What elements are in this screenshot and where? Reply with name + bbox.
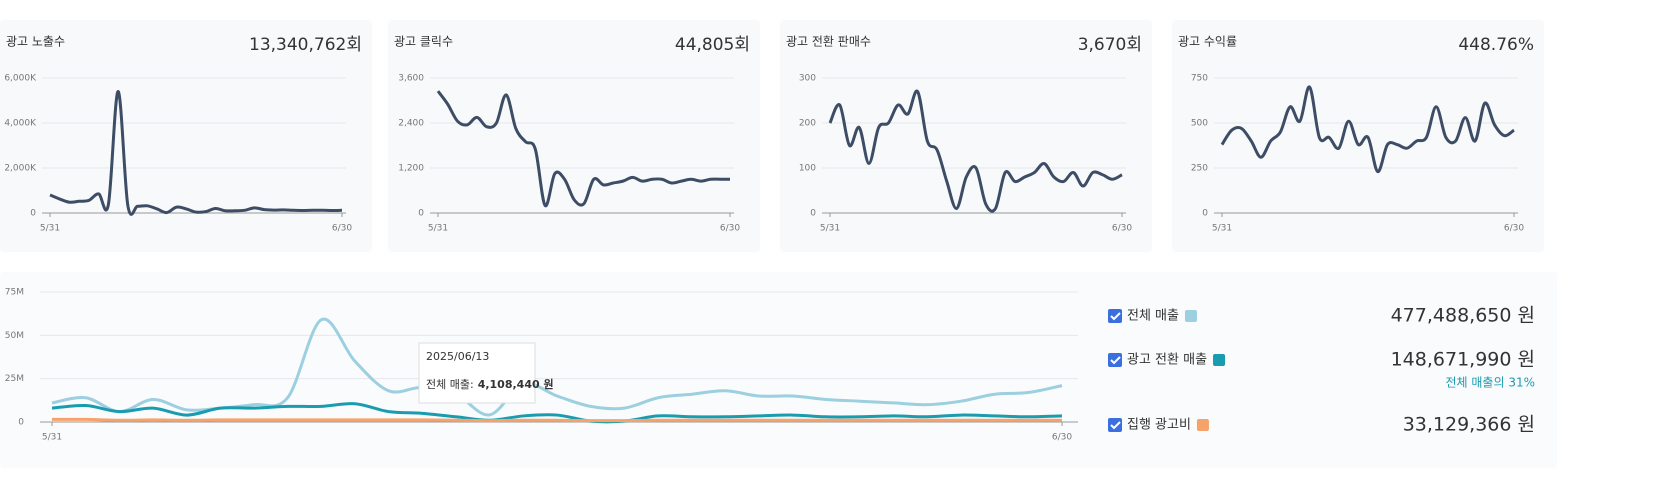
x-tick-label: 6/30 <box>1052 433 1072 443</box>
checkbox[interactable] <box>1108 418 1122 432</box>
y-tick-label: 1,200 <box>398 164 424 174</box>
card-title: 광고 전환 판매수 <box>786 35 871 49</box>
x-tick-label: 5/31 <box>1212 224 1232 234</box>
tooltip-value: 4,108,440 원 <box>478 377 554 391</box>
card-total: 3,670회 <box>1078 35 1142 55</box>
legend-swatch <box>1196 419 1209 431</box>
y-tick-label: 750 <box>1191 74 1208 84</box>
y-tick-label: 75M <box>5 288 24 298</box>
y-tick-label: 2,000K <box>4 164 37 174</box>
legend-name: 광고 전환 매출 <box>1127 353 1207 368</box>
line-series <box>828 89 1123 213</box>
check-mark <box>1110 312 1121 321</box>
legend-swatch <box>1184 310 1197 322</box>
card-title: 광고 수익률 <box>1178 35 1237 49</box>
x-tick-label: 6/30 <box>1504 224 1524 234</box>
y-tick-label: 200 <box>799 119 816 129</box>
line-series <box>51 402 1063 424</box>
y-tick-label: 3,600 <box>398 74 424 84</box>
y-tick-label: 25M <box>5 374 24 384</box>
x-tick-label: 5/31 <box>40 224 60 234</box>
y-tick-label: 4,000K <box>4 119 37 129</box>
checkbox[interactable] <box>1108 353 1122 367</box>
line-series <box>49 89 343 216</box>
y-tick-label: 250 <box>1191 164 1208 174</box>
y-tick-label: 50M <box>5 331 24 341</box>
x-tick-label: 6/30 <box>332 224 352 234</box>
checkbox[interactable] <box>1108 309 1122 323</box>
card-title: 광고 클릭수 <box>394 35 453 49</box>
line-series <box>436 90 730 208</box>
x-tick-label: 5/31 <box>820 224 840 234</box>
y-tick-label: 6,000K <box>4 74 37 84</box>
y-tick-label: 0 <box>30 209 36 219</box>
tooltip-label: 전체 매출: <box>426 378 474 391</box>
card-total: 448.76% <box>1458 35 1534 55</box>
legend-total: 477,488,650 원 <box>1391 305 1535 327</box>
tooltip-date: 2025/06/13 <box>426 350 489 363</box>
x-tick-label: 6/30 <box>1112 224 1132 234</box>
tooltip <box>418 342 536 404</box>
card-total: 44,805회 <box>675 35 750 55</box>
x-tick-label: 5/31 <box>428 224 448 234</box>
x-tick-label: 6/30 <box>720 224 740 234</box>
check-mark <box>1110 356 1121 365</box>
y-tick-label: 300 <box>799 74 816 84</box>
line-series <box>51 417 1062 423</box>
y-tick-label: 2,400 <box>398 119 424 129</box>
legend-swatch <box>1213 354 1226 366</box>
legend-total: 33,129,366 원 <box>1403 414 1535 436</box>
x-tick-label: 5/31 <box>42 433 62 443</box>
legend-name: 집행 광고비 <box>1127 417 1191 433</box>
y-tick-label: 0 <box>418 209 424 219</box>
legend-note: 전체 매출의 31% <box>1445 376 1535 390</box>
y-tick-label: 500 <box>1191 119 1208 129</box>
legend-name: 전체 매출 <box>1127 309 1179 324</box>
y-tick-label: 0 <box>18 418 24 428</box>
card-title: 광고 노출수 <box>6 35 65 49</box>
legend-total: 148,671,990 원 <box>1391 349 1535 371</box>
y-tick-label: 0 <box>1202 209 1208 219</box>
card-total: 13,340,762회 <box>249 35 362 55</box>
y-tick-label: 0 <box>810 209 816 219</box>
check-mark <box>1110 421 1121 430</box>
y-tick-label: 100 <box>799 164 816 174</box>
line-series <box>1220 85 1515 174</box>
panel <box>0 272 1557 468</box>
